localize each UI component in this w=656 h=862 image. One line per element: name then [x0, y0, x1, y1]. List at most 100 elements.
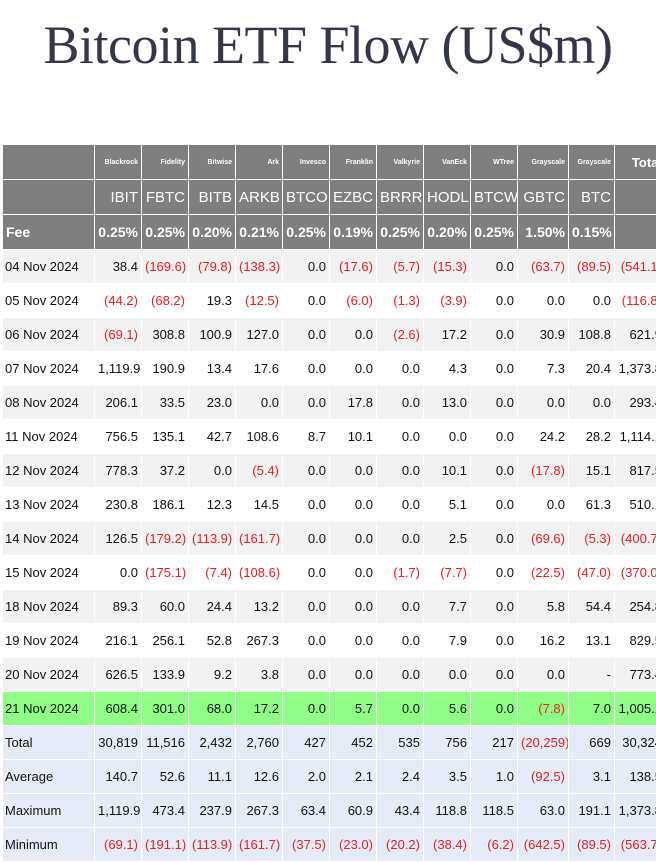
date-cell: 07 Nov 2024 — [2, 351, 95, 386]
ticker-header-row: IBIT FBTC BITB ARKB BTCO EZBC BRRR HODL BTCW GBTC… — [2, 179, 656, 215]
value-cell: 60.9 — [329, 793, 377, 828]
value-cell: 267.3 — [235, 793, 283, 828]
stat-label: Minimum — [2, 827, 95, 862]
value-cell: 756.5 — [94, 419, 142, 454]
value-cell: 20.4 — [568, 351, 615, 386]
issuer-header-cell: Ark — [235, 144, 283, 180]
value-cell: 0.0 — [329, 521, 377, 556]
value-cell: 0.0 — [329, 453, 377, 488]
issuer-header-cell: WTree — [470, 144, 518, 180]
value-cell: 5.1 — [423, 487, 471, 522]
value-cell: 621.9 — [614, 317, 656, 352]
ticker-header-cell — [614, 179, 656, 215]
value-cell: 608.4 — [94, 691, 142, 726]
value-cell: 7.7 — [423, 589, 471, 624]
value-cell: 0.0 — [282, 521, 330, 556]
value-cell: 133.9 — [141, 657, 189, 692]
value-cell: 0.0 — [517, 657, 569, 692]
stats-row: Minimum (69.1) (191.1) (113.9) (161.7) (37.5)… — [2, 827, 656, 862]
value-cell: 0.0 — [329, 317, 377, 352]
value-cell: 669 — [568, 725, 615, 760]
value-cell: 7.3 — [517, 351, 569, 386]
value-cell: 1,119.9 — [94, 793, 142, 828]
value-cell: (3.9) — [423, 283, 471, 318]
value-cell: 0.0 — [376, 691, 424, 726]
table-row: 20 Nov 2024 626.5 133.9 9.2 3.8 0.0 0.0 0.0 0.0 0… — [2, 657, 656, 692]
value-cell: (370.0) — [614, 555, 656, 590]
table-row: 04 Nov 2024 38.4 (169.6) (79.8) (138.3) 0.0 (1… — [2, 249, 656, 284]
value-cell: 0.0 — [94, 555, 142, 590]
issuer-header-cell: Invesco — [282, 144, 330, 180]
ticker-header-cell — [2, 179, 95, 215]
date-cell: 19 Nov 2024 — [2, 623, 95, 658]
value-cell: 30.9 — [517, 317, 569, 352]
value-cell: 3.1 — [568, 759, 615, 794]
value-cell: 17.6 — [235, 351, 283, 386]
value-cell: 13.1 — [568, 623, 615, 658]
value-cell: 0.0 — [282, 385, 330, 420]
value-cell: 17.2 — [423, 317, 471, 352]
value-cell: 0.0 — [235, 385, 283, 420]
value-cell: 52.6 — [141, 759, 189, 794]
value-cell: 118.5 — [470, 793, 518, 828]
value-cell: 13.4 — [188, 351, 236, 386]
value-cell: (17.6) — [329, 249, 377, 284]
value-cell: 237.9 — [188, 793, 236, 828]
fee-header-cell: 0.15% — [568, 214, 615, 250]
stats-row: Maximum 1,119.9 473.4 237.9 267.3 63.4 60.9 43.… — [2, 793, 656, 828]
value-cell: 16.2 — [517, 623, 569, 658]
value-cell: 19.3 — [188, 283, 236, 318]
value-cell: 0.0 — [470, 419, 518, 454]
value-cell: 13.0 — [423, 385, 471, 420]
etf-flow-table: Blackrock Fidelity Bitwise Ark Invesco Frankl… — [2, 144, 656, 862]
value-cell: 100.9 — [188, 317, 236, 352]
value-cell: (169.6) — [141, 249, 189, 284]
value-cell: (89.5) — [568, 249, 615, 284]
value-cell: 17.8 — [329, 385, 377, 420]
fee-header-cell: 0.25% — [94, 214, 142, 250]
value-cell: 28.2 — [568, 419, 615, 454]
value-cell: 0.0 — [470, 657, 518, 692]
table-row: 06 Nov 2024 (69.1) 308.8 100.9 127.0 0.0 0.0 (2… — [2, 317, 656, 352]
value-cell: (63.7) — [517, 249, 569, 284]
table-row: 14 Nov 2024 126.5 (179.2) (113.9) (161.7) 0.0… — [2, 521, 656, 556]
value-cell: 0.0 — [376, 521, 424, 556]
value-cell: (161.7) — [235, 521, 283, 556]
value-cell: 7.0 — [568, 691, 615, 726]
value-cell: 12.3 — [188, 487, 236, 522]
value-cell: (113.9) — [188, 521, 236, 556]
value-cell: 0.0 — [470, 555, 518, 590]
value-cell: (108.6) — [235, 555, 283, 590]
value-cell: (23.0) — [329, 827, 377, 862]
value-cell: 0.0 — [517, 385, 569, 420]
value-cell: 0.0 — [470, 487, 518, 522]
value-cell: 5.7 — [329, 691, 377, 726]
value-cell: 0.0 — [329, 657, 377, 692]
value-cell: 68.0 — [188, 691, 236, 726]
table-row: 12 Nov 2024 778.3 37.2 0.0 (5.4) 0.0 0.0 0.0 10.… — [2, 453, 656, 488]
value-cell: 2.5 — [423, 521, 471, 556]
value-cell: 217 — [470, 725, 518, 760]
value-cell: 54.4 — [568, 589, 615, 624]
value-cell: 191.1 — [568, 793, 615, 828]
value-cell: 0.0 — [282, 487, 330, 522]
date-cell: 14 Nov 2024 — [2, 521, 95, 556]
stats-row: Average 140.7 52.6 11.1 12.6 2.0 2.1 2.4 3.5 1.0(… — [2, 759, 656, 794]
value-cell: 0.0 — [470, 589, 518, 624]
value-cell: (20.2) — [376, 827, 424, 862]
value-cell: (179.2) — [141, 521, 189, 556]
value-cell: 0.0 — [470, 351, 518, 386]
value-cell: (5.3) — [568, 521, 615, 556]
value-cell: 3.8 — [235, 657, 283, 692]
issuer-header-cell: Fidelity — [141, 144, 189, 180]
value-cell: 301.0 — [141, 691, 189, 726]
value-cell: 2.0 — [282, 759, 330, 794]
value-cell: 1.0 — [470, 759, 518, 794]
date-cell: 18 Nov 2024 — [2, 589, 95, 624]
value-cell: 4.3 — [423, 351, 471, 386]
value-cell: (69.1) — [94, 827, 142, 862]
value-cell: 15.1 — [568, 453, 615, 488]
value-cell: (17.8) — [517, 453, 569, 488]
value-cell: 0.0 — [376, 487, 424, 522]
value-cell: 0.0 — [470, 249, 518, 284]
